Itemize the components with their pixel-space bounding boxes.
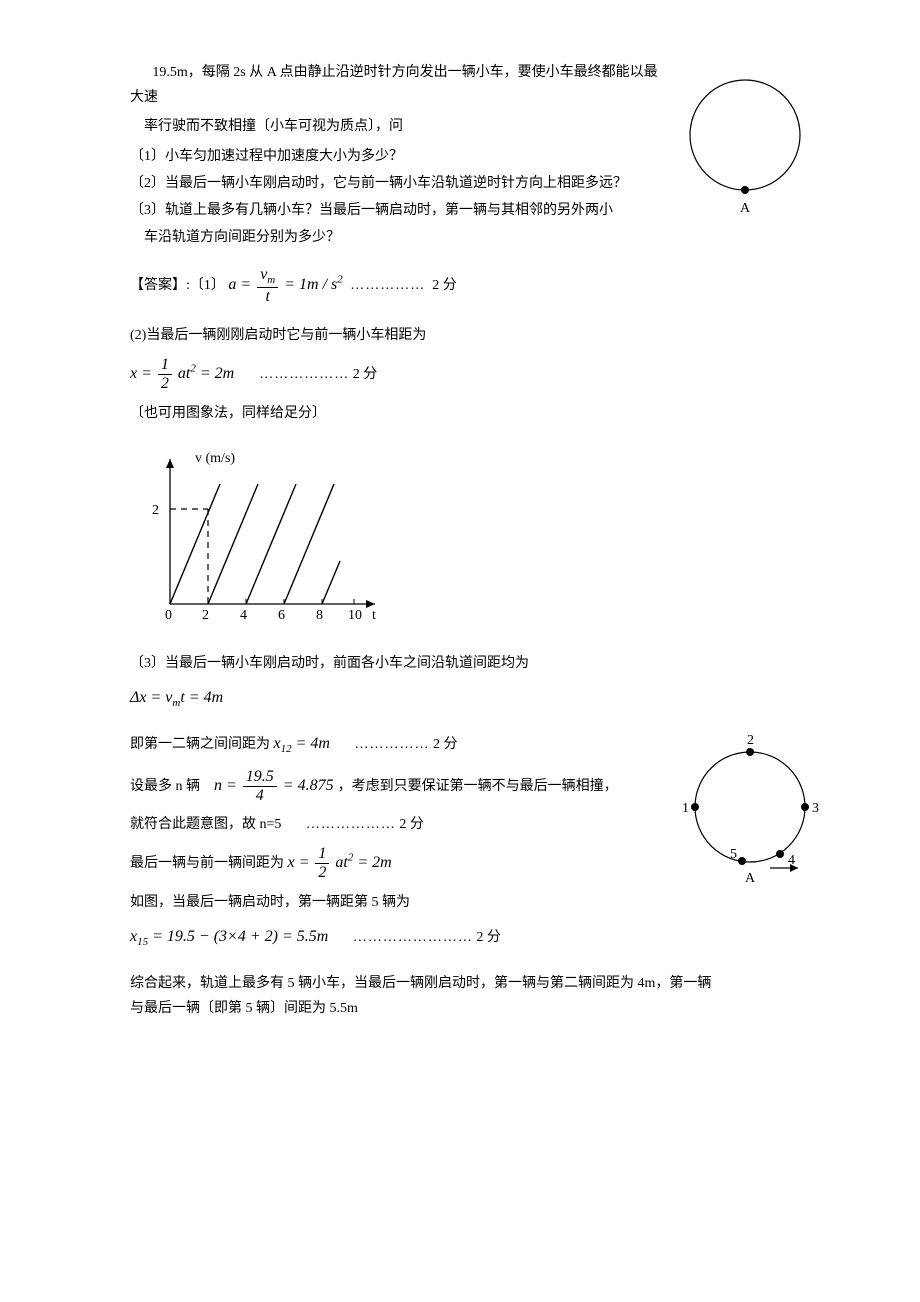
p3-x12-sub: 12 [281, 743, 292, 755]
p2-lhs: x = [130, 365, 152, 382]
p3-n-result: = 4.875 [283, 777, 334, 794]
svg-text:8: 8 [316, 608, 323, 623]
svg-text:t: t [372, 608, 376, 623]
a1-exp: 2 [337, 274, 343, 286]
p3-x15-score: 2 分 [476, 930, 501, 945]
p3-eq1: Δx = vmt = 4m [130, 684, 830, 714]
p3-line3-b: ，考虑到只要保证第一辆不与最后一辆相撞， [338, 779, 618, 794]
a1-result: = 1m / s [284, 276, 337, 293]
svg-text:2: 2 [747, 733, 754, 748]
p2-fraction: 1 2 [158, 356, 172, 392]
p3-line4: 就符合此题意图，故 n=5 [130, 817, 281, 832]
summary-2: 与最后一辆〔即第 5 辆〕间距为 5.5m [130, 996, 830, 1021]
p3-x12-eq: = 4m [292, 735, 330, 752]
p3-x15-eq: = 19.5 − (3×4 + 2) = 5.5m [148, 928, 328, 945]
p3-line5-num: 1 [315, 845, 329, 864]
p3-line5-den: 2 [315, 864, 329, 882]
p3-eq1-rhs: t = 4m [180, 689, 223, 706]
p3-line4-dots: ……………… [306, 817, 396, 832]
svg-text:A: A [745, 871, 756, 886]
p3-n-lhs: n = [214, 777, 237, 794]
a1-score: 2 分 [432, 278, 457, 293]
question-1: 〔1〕小车匀加速过程中加速度大小为多少？ [130, 144, 660, 169]
svg-text:2: 2 [202, 608, 209, 623]
summary-1: 综合起来，轨道上最多有 5 辆小车，当最后一辆刚启动时，第一辆与第二辆间距为 4… [130, 971, 830, 996]
question-3a: 〔3〕轨道上最多有几辆小车？当最后一辆启动时，第一辆与其相邻的另外两小 [130, 198, 660, 223]
p3-eq1-lhs: Δx = v [130, 689, 172, 706]
p3-line5-a: 最后一辆与前一辆间距为 [130, 856, 284, 871]
part3-intro: 〔3〕当最后一辆小车刚启动时，前面各小车之间沿轨道间距均为 [130, 651, 830, 676]
p2-exp: 2 [190, 363, 196, 375]
p3-n-num: 19.5 [243, 768, 277, 787]
p3-x15-sub: 15 [137, 936, 148, 948]
p3-line5-exp: 2 [348, 852, 354, 864]
answer-label: 【答案】:〔1〕 [130, 278, 225, 293]
intro-line-2: 率行驶而不致相撞〔小车可视为质点〕，问 [130, 114, 660, 139]
p2-num: 1 [158, 356, 172, 375]
question-2: 〔2〕当最后一辆小车刚启动时，它与前一辆小车沿轨道逆时针方向上相距多远？ [130, 171, 660, 196]
svg-text:2: 2 [152, 503, 159, 518]
a1-lhs: a = [228, 276, 251, 293]
svg-text:4: 4 [240, 608, 247, 623]
p3-line2-score: 2 分 [433, 737, 458, 752]
answer-1-line: 【答案】:〔1〕 a = vm t = 1m / s2 …………… 2 分 [130, 266, 660, 305]
svg-text:v (m/s): v (m/s) [195, 451, 235, 466]
p3-last-dist-line: 最后一辆与前一辆间距为 x = 1 2 at2 = 2m [130, 845, 660, 881]
p3-x15-dots: …………………… [353, 930, 473, 945]
svg-text:A: A [740, 201, 751, 216]
p2-score: 2 分 [353, 367, 378, 382]
p3-line5-rhs: at [335, 854, 347, 871]
part2-intro: (2)当最后一辆刚刚启动时它与前一辆小车相距为 [130, 323, 830, 348]
p2-den: 2 [158, 375, 172, 393]
p3-n-line: 设最多 n 辆 n = 19.5 4 = 4.875 ，考虑到只要保证第一辆不与… [130, 768, 660, 804]
p2-result: = 2m [200, 365, 234, 382]
svg-text:6: 6 [278, 608, 285, 623]
svg-text:0: 0 [165, 608, 172, 623]
p3-line2-a: 即第一二辆之间间距为 [130, 737, 270, 752]
p3-line5-result: = 2m [357, 854, 391, 871]
a1-den: t [257, 288, 278, 306]
p3-line5-lhs: x = [288, 854, 310, 871]
p3-x12-line: 即第一二辆之间间距为 x12 = 4m …………… 2 分 [130, 730, 660, 760]
question-3b: 车沿轨道方向间距分别为多少？ [130, 225, 660, 250]
a1-fraction: vm t [257, 266, 278, 305]
p3-n-den: 4 [243, 787, 277, 805]
a1-sub: m [267, 275, 275, 287]
svg-text:5: 5 [730, 847, 737, 862]
p3-line5-frac: 1 2 [315, 845, 329, 881]
p2-dots: ……………… [259, 367, 349, 382]
svg-text:1: 1 [682, 801, 689, 816]
intro-line-1: 19.5m，每隔 2s 从 A 点由静止沿逆时针方向发出一辆小车，要使小车最终都… [130, 60, 660, 110]
p3-line4-score: 2 分 [399, 817, 424, 832]
p3-line6: 如图，当最后一辆启动时，第一辆距第 5 辆为 [130, 890, 660, 915]
p2-rhs: at [178, 365, 190, 382]
p3-line2-dots: …………… [354, 737, 429, 752]
circle-diagram-2: 1 2 3 4 5 A [670, 722, 830, 911]
part2-equation: x = 1 2 at2 = 2m ……………… 2 分 [130, 356, 830, 392]
part2-note: 〔也可用图象法，同样给足分〕 [130, 401, 830, 426]
p3-n5-line: 就符合此题意图，故 n=5 ……………… 2 分 [130, 812, 660, 837]
vt-graph: v (m/s) t 2 0 2 4 6 8 10 [140, 444, 830, 633]
a1-dots: …………… [350, 278, 425, 293]
svg-text:10: 10 [348, 608, 362, 623]
p3-x12: x [274, 735, 281, 752]
p3-x15-line: x15 = 19.5 − (3×4 + 2) = 5.5m …………………… 2… [130, 923, 660, 953]
circle-diagram-1: A [670, 60, 830, 234]
p3-line3-a: 设最多 n 辆 [130, 779, 200, 794]
p3-n-frac: 19.5 4 [243, 768, 277, 804]
svg-text:3: 3 [812, 801, 819, 816]
